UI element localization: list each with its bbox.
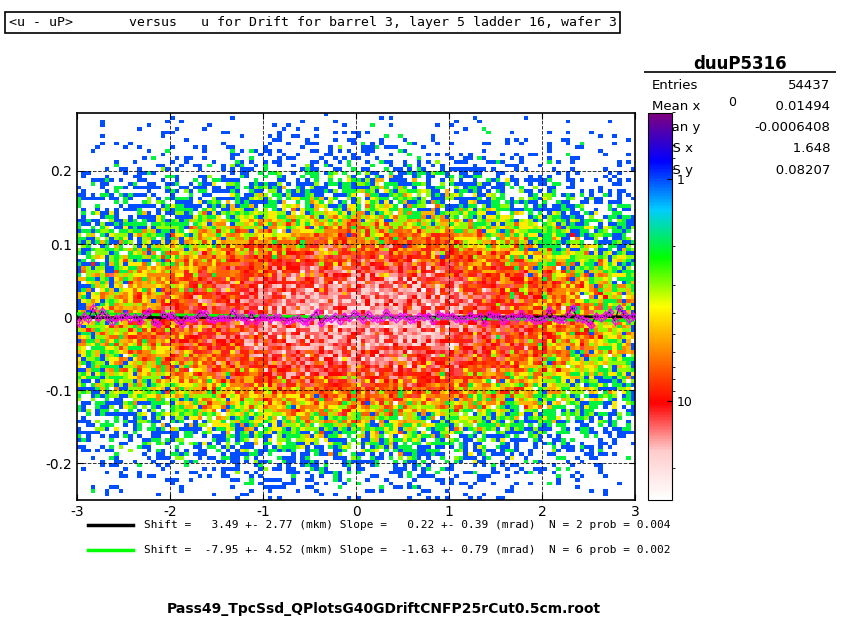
Text: Entries: Entries [651, 79, 697, 92]
Text: 54437: 54437 [787, 79, 829, 92]
Text: -0.0006408: -0.0006408 [753, 121, 829, 134]
Text: Mean y: Mean y [651, 121, 699, 134]
Text: RMS x: RMS x [651, 142, 692, 156]
Text: RMS y: RMS y [651, 164, 692, 177]
Text: Shift =  -7.95 +- 4.52 (mkm) Slope =  -1.63 +- 0.79 (mrad)  N = 6 prob = 0.002: Shift = -7.95 +- 4.52 (mkm) Slope = -1.6… [144, 545, 670, 555]
Text: Pass49_TpcSsd_QPlotsG40GDriftCNFP25rCut0.5cm.root: Pass49_TpcSsd_QPlotsG40GDriftCNFP25rCut0… [167, 602, 600, 616]
Text: <u - uP>       versus   u for Drift for barrel 3, layer 5 ladder 16, wafer 3: <u - uP> versus u for Drift for barrel 3… [9, 16, 616, 29]
Text: 0.08207: 0.08207 [762, 164, 829, 177]
Text: 0.01494: 0.01494 [766, 100, 829, 113]
Text: Mean x: Mean x [651, 100, 699, 113]
Text: 0: 0 [727, 96, 735, 109]
Text: Shift =   3.49 +- 2.77 (mkm) Slope =   0.22 +- 0.39 (mrad)  N = 2 prob = 0.004: Shift = 3.49 +- 2.77 (mkm) Slope = 0.22 … [144, 520, 670, 530]
Text: 1.648: 1.648 [779, 142, 829, 156]
Text: duuP5316: duuP5316 [693, 55, 786, 73]
